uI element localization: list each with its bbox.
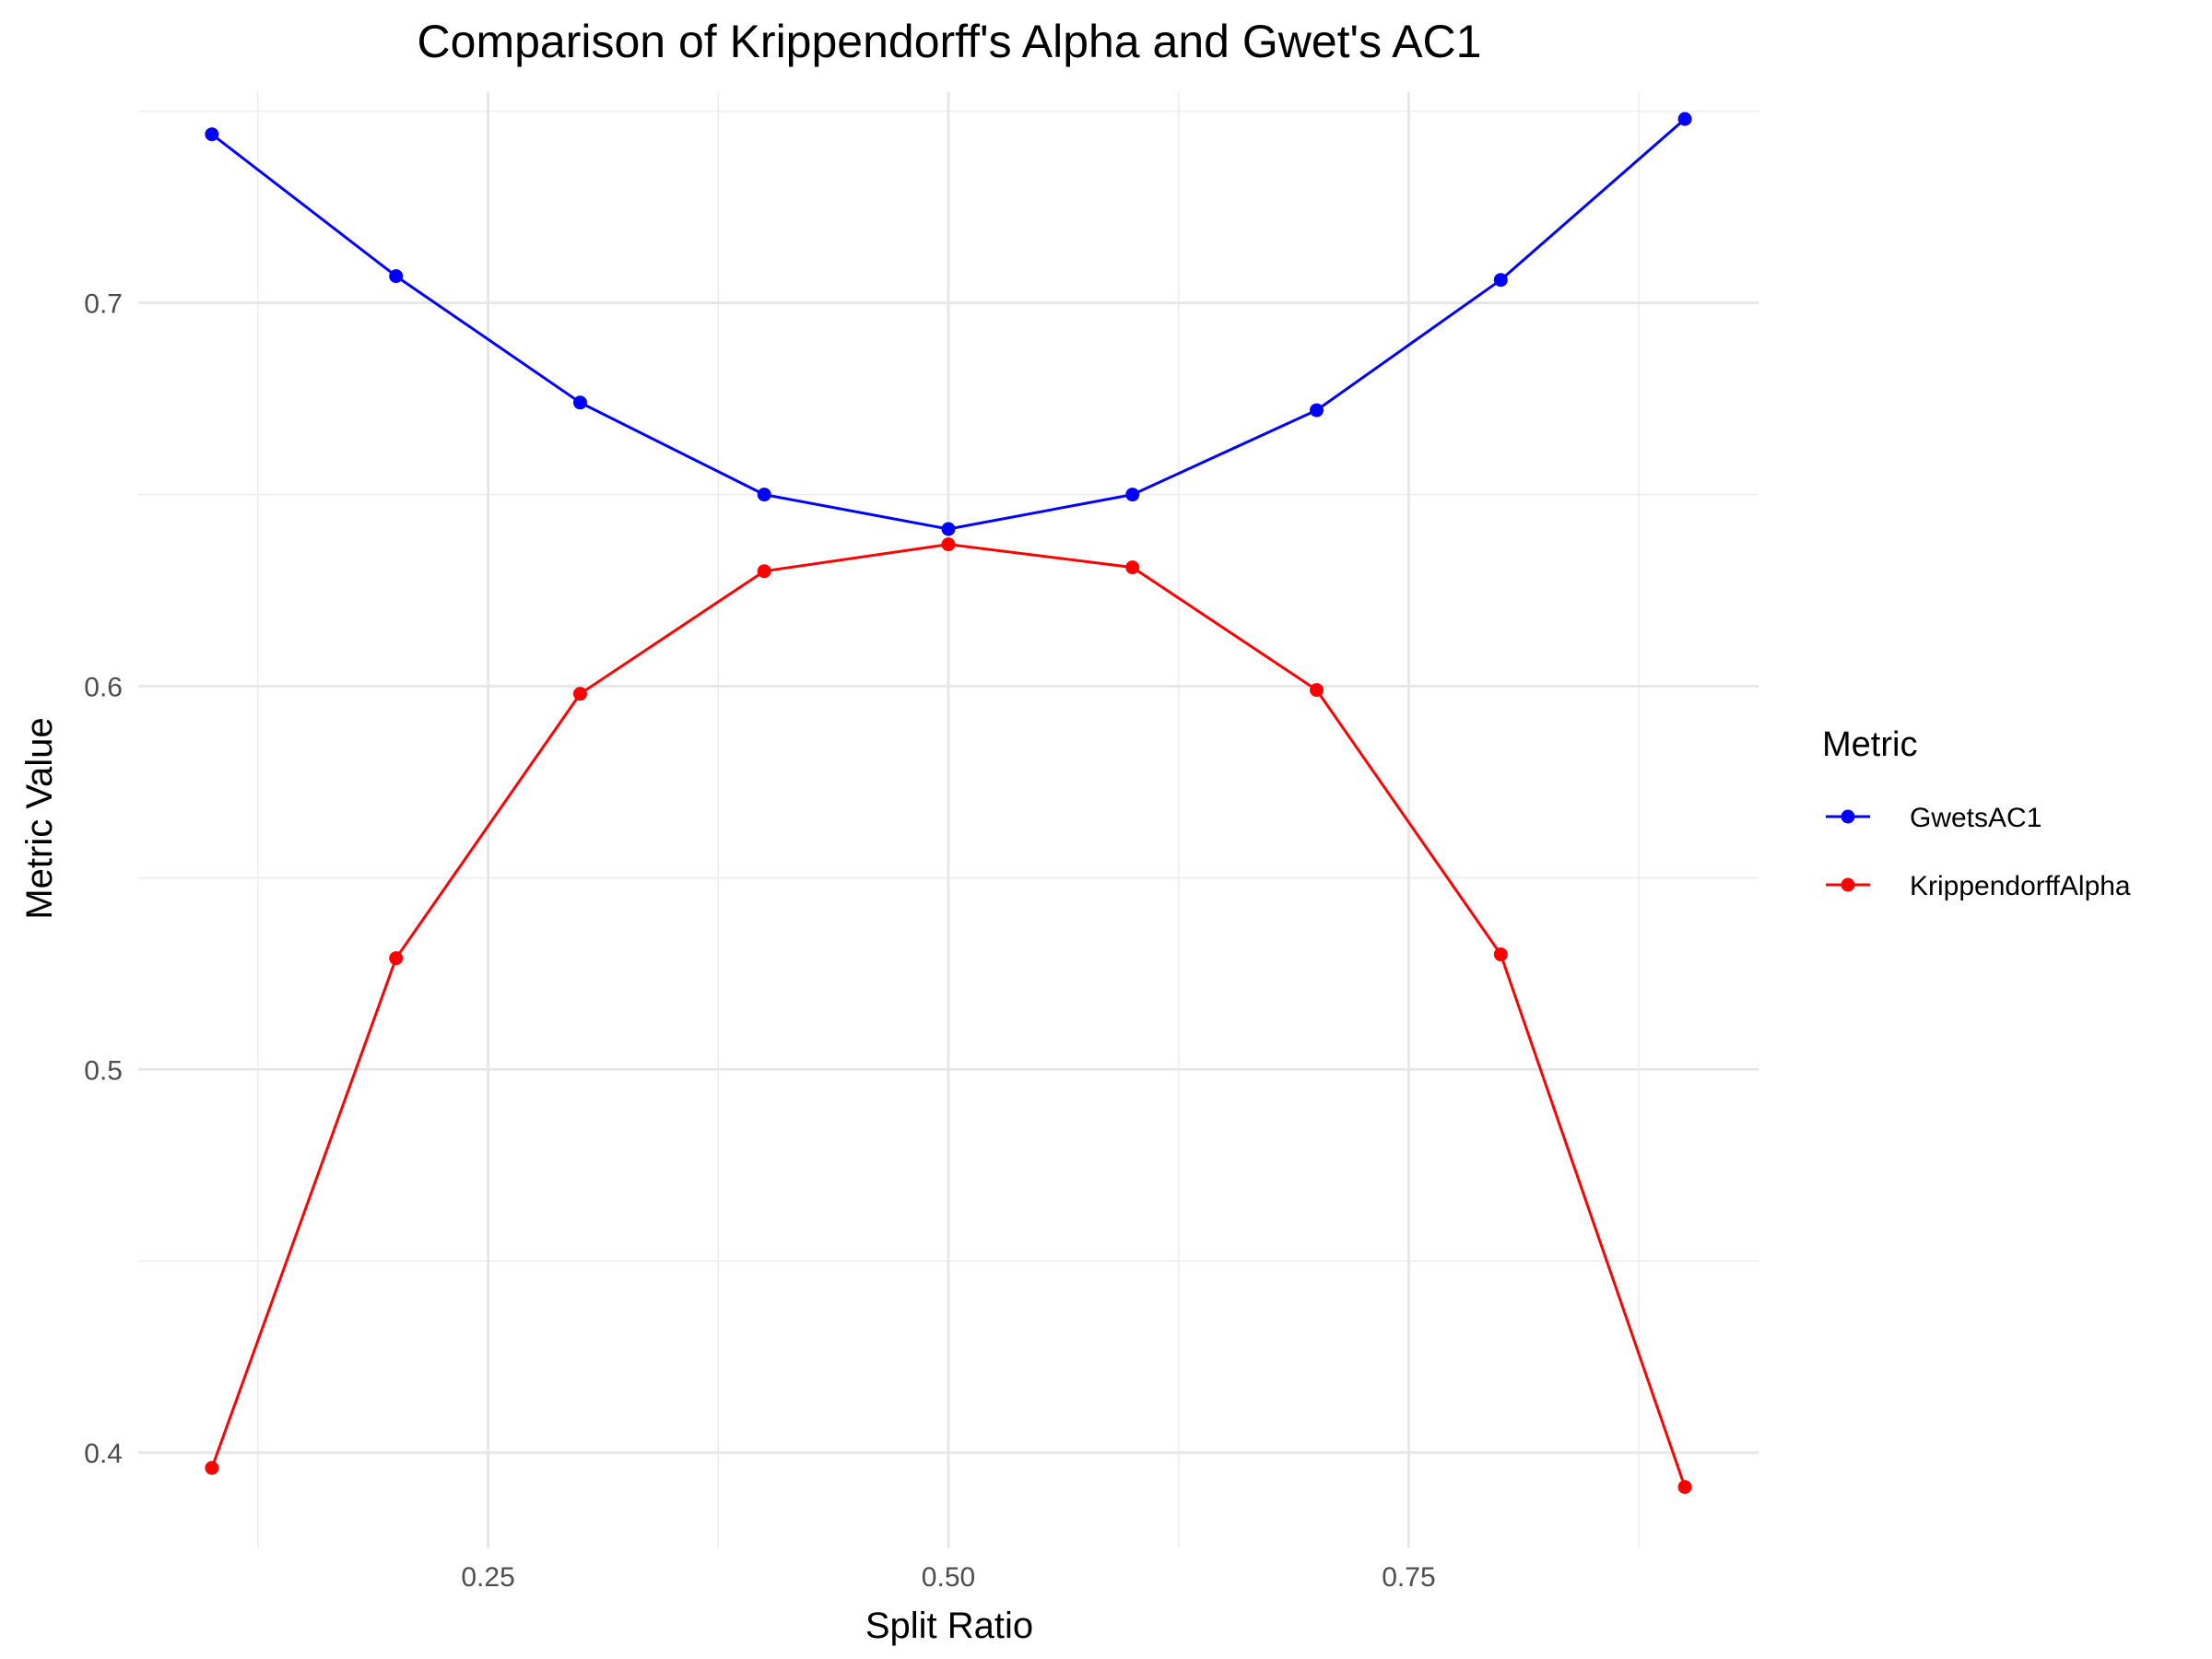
data-point-krippendorffalpha <box>941 537 956 552</box>
data-point-gwetsac1 <box>205 127 219 142</box>
data-point-krippendorffalpha <box>572 687 587 701</box>
x-tick-label: 0.50 <box>922 1562 975 1593</box>
data-point-gwetsac1 <box>1310 403 1324 418</box>
data-point-krippendorffalpha <box>1310 683 1324 698</box>
legend: Metric GwetsAC1 KrippendorffAlpha <box>1822 725 2131 901</box>
y-tick-label: 0.6 <box>84 672 123 702</box>
legend-label: GwetsAC1 <box>1910 803 2041 833</box>
data-point-gwetsac1 <box>572 395 587 410</box>
data-point-gwetsac1 <box>1125 488 1140 502</box>
legend-item-gwetsac1: GwetsAC1 <box>1826 803 2041 833</box>
series-lines <box>205 112 1692 1494</box>
data-point-gwetsac1 <box>1677 112 1692 126</box>
data-point-gwetsac1 <box>1493 273 1508 288</box>
chart-title: Comparison of Krippendorff's Alpha and G… <box>418 16 1482 67</box>
legend-items: GwetsAC1 KrippendorffAlpha <box>1826 803 2131 901</box>
legend-label: KrippendorffAlpha <box>1910 871 2131 901</box>
legend-item-krippendorffalpha: KrippendorffAlpha <box>1826 871 2131 901</box>
x-tick-label: 0.25 <box>461 1562 514 1593</box>
data-point-gwetsac1 <box>941 522 956 536</box>
legend-title: Metric <box>1822 725 1917 764</box>
data-point-gwetsac1 <box>757 488 771 502</box>
tick-labels: 0.25 0.50 0.75 0.4 0.5 0.6 0.7 <box>84 289 1435 1593</box>
data-point-krippendorffalpha <box>1677 1479 1692 1494</box>
legend-key-point <box>1841 809 1855 824</box>
y-axis-title: Metric Value <box>19 717 60 919</box>
data-point-krippendorffalpha <box>1125 560 1140 575</box>
grid-lines <box>138 92 1759 1548</box>
y-tick-label: 0.4 <box>84 1439 123 1469</box>
data-point-krippendorffalpha <box>757 564 771 579</box>
x-tick-label: 0.75 <box>1382 1562 1435 1593</box>
y-tick-label: 0.7 <box>84 289 123 320</box>
data-point-krippendorffalpha <box>1493 947 1508 962</box>
legend-key-point <box>1841 877 1855 892</box>
data-point-krippendorffalpha <box>205 1461 219 1476</box>
data-point-gwetsac1 <box>389 269 404 284</box>
data-point-krippendorffalpha <box>389 951 404 966</box>
y-tick-label: 0.5 <box>84 1055 123 1086</box>
x-axis-title: Split Ratio <box>865 1606 1033 1646</box>
